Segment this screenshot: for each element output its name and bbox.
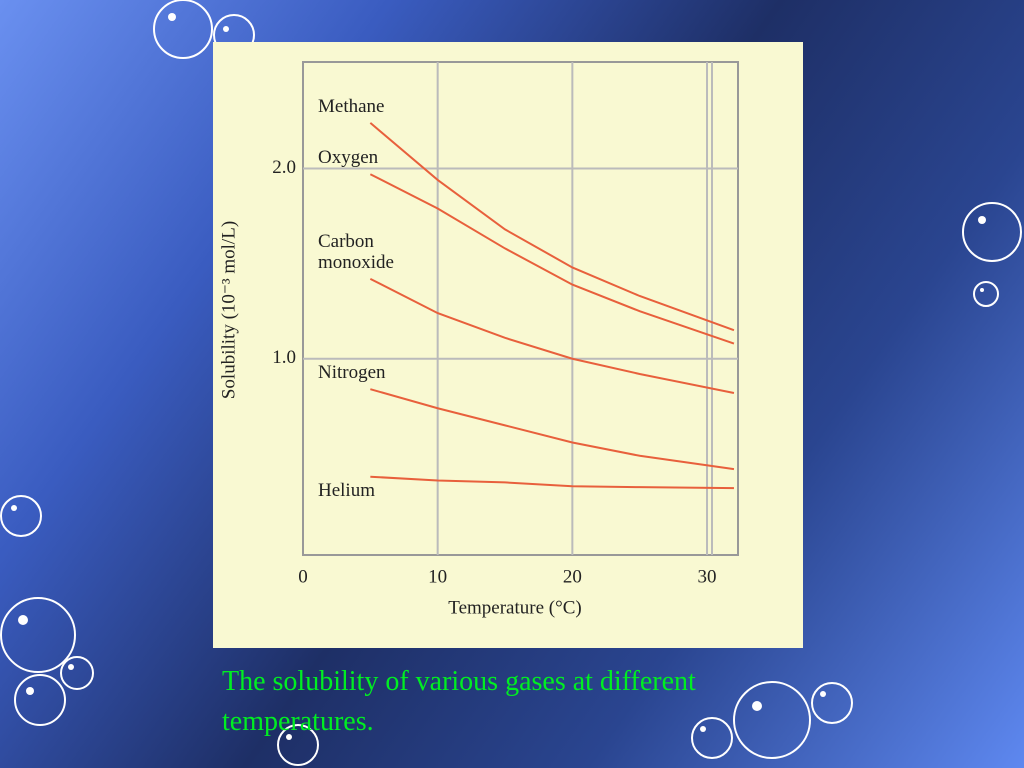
plot-frame — [302, 61, 739, 556]
series-line — [369, 173, 735, 345]
caption: The solubility of various gases at diffe… — [222, 666, 696, 737]
series-label: Methane — [318, 95, 385, 117]
x-tick-label: 0 — [298, 566, 308, 587]
y-axis-label: Solubility (10⁻³ mol/L) — [218, 221, 239, 399]
chart-panel — [213, 42, 803, 648]
y-tick-label: 1.0 — [272, 347, 296, 368]
x-tick-label: 30 — [698, 566, 717, 587]
series-line — [370, 475, 734, 490]
y-tick-label: 2.0 — [272, 157, 296, 178]
series-label: Carbon monoxide — [318, 230, 394, 273]
series-label: Helium — [318, 479, 375, 501]
x-tick-label: 10 — [428, 566, 447, 587]
series-line — [369, 277, 735, 394]
series-line — [369, 122, 735, 332]
series-label: Oxygen — [318, 147, 379, 169]
x-tick-label: 20 — [563, 566, 582, 587]
series-line — [370, 388, 735, 471]
series-label: Nitrogen — [318, 362, 386, 384]
x-axis-label: Temperature (°C) — [448, 597, 581, 618]
